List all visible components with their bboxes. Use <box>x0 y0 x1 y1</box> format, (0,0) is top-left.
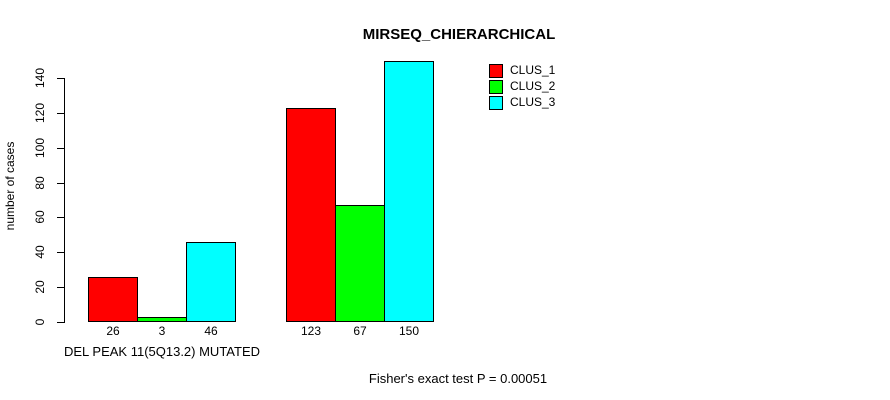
bar-value-label: 3 <box>158 324 166 338</box>
bar-value-label: 150 <box>398 324 420 338</box>
legend-label: CLUS_3 <box>510 95 556 109</box>
y-tick-label: 80 <box>33 176 47 190</box>
y-axis-line <box>64 78 65 323</box>
bar-clus_3-group1 <box>186 242 236 322</box>
y-tick-line <box>57 183 64 184</box>
y-tick-label: 140 <box>33 67 47 89</box>
bar-clus_2-group1 <box>137 317 187 322</box>
y-tick-line <box>57 252 64 253</box>
legend-item-clus_3: CLUS_3 <box>489 95 555 110</box>
bar-clus_3-group2 <box>384 61 434 322</box>
bar-clus_1-group1 <box>88 277 138 322</box>
x-axis-group-label: DEL PEAK 11(5Q13.2) MUTATED <box>63 344 261 359</box>
y-tick-label: 100 <box>33 137 47 159</box>
y-tick-label: 120 <box>33 102 47 124</box>
legend-swatch-icon <box>489 95 503 110</box>
y-tick-label: 60 <box>33 210 47 224</box>
legend-swatch-icon <box>489 63 503 78</box>
fisher-test-annotation: Fisher's exact test P = 0.00051 <box>368 371 548 386</box>
y-tick-line <box>57 78 64 79</box>
legend: CLUS_1 CLUS_2 CLUS_3 <box>489 63 555 111</box>
legend-label: CLUS_2 <box>510 79 556 93</box>
y-tick-line <box>57 217 64 218</box>
legend-label: CLUS_1 <box>510 63 556 77</box>
bar-value-label: 67 <box>353 324 367 338</box>
bar-value-label: 123 <box>300 324 322 338</box>
legend-item-clus_2: CLUS_2 <box>489 79 555 94</box>
bar-clus_2-group2 <box>335 205 385 322</box>
bar-clus_1-group2 <box>286 108 336 322</box>
y-tick-line <box>57 148 64 149</box>
y-tick-line <box>57 113 64 114</box>
chart-title: MIRSEQ_CHIERARCHICAL <box>362 26 556 43</box>
y-tick-label: 0 <box>33 318 47 326</box>
legend-swatch-icon <box>489 79 503 94</box>
legend-item-clus_1: CLUS_1 <box>489 63 555 78</box>
y-tick-label: 20 <box>33 280 47 294</box>
y-tick-line <box>57 322 64 323</box>
bar-value-label: 46 <box>204 324 218 338</box>
y-tick-label: 40 <box>33 245 47 259</box>
y-tick-line <box>57 287 64 288</box>
bar-value-label: 26 <box>106 324 120 338</box>
